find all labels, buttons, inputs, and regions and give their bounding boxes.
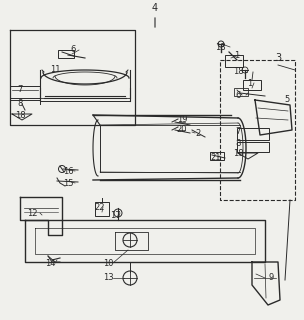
Bar	[237, 128, 269, 140]
Bar	[243, 80, 261, 90]
Text: 1: 1	[247, 78, 253, 87]
Bar	[225, 55, 243, 67]
Text: 11: 11	[50, 66, 60, 75]
Text: 8: 8	[235, 139, 241, 148]
Bar	[58, 50, 74, 58]
Text: 21: 21	[211, 153, 221, 162]
Text: 15: 15	[63, 179, 73, 188]
Text: 18: 18	[215, 43, 225, 52]
Text: 7: 7	[235, 127, 241, 137]
Text: 6: 6	[70, 45, 76, 54]
Text: 16: 16	[63, 166, 73, 175]
Text: 18: 18	[15, 111, 25, 121]
Bar	[10, 86, 40, 98]
Text: 7: 7	[17, 85, 23, 94]
Text: 10: 10	[103, 259, 113, 268]
Text: 18: 18	[233, 68, 243, 76]
Text: 12: 12	[27, 209, 37, 218]
Text: 14: 14	[45, 259, 55, 268]
Text: 3: 3	[275, 53, 281, 63]
Bar	[95, 202, 109, 216]
Text: 18: 18	[233, 149, 243, 158]
Text: 9: 9	[268, 274, 274, 283]
Bar	[234, 88, 248, 96]
Text: 17: 17	[110, 212, 120, 220]
Text: 13: 13	[103, 274, 113, 283]
Text: 19: 19	[177, 116, 187, 124]
Bar	[210, 152, 224, 160]
Text: 8: 8	[17, 99, 23, 108]
Bar	[237, 142, 269, 152]
Text: 20: 20	[177, 125, 187, 134]
Text: 5: 5	[284, 95, 290, 105]
Text: 2: 2	[195, 129, 201, 138]
Text: 22: 22	[95, 203, 105, 212]
Text: 4: 4	[152, 3, 158, 13]
Text: 6: 6	[235, 91, 241, 100]
Text: 1: 1	[234, 51, 240, 60]
